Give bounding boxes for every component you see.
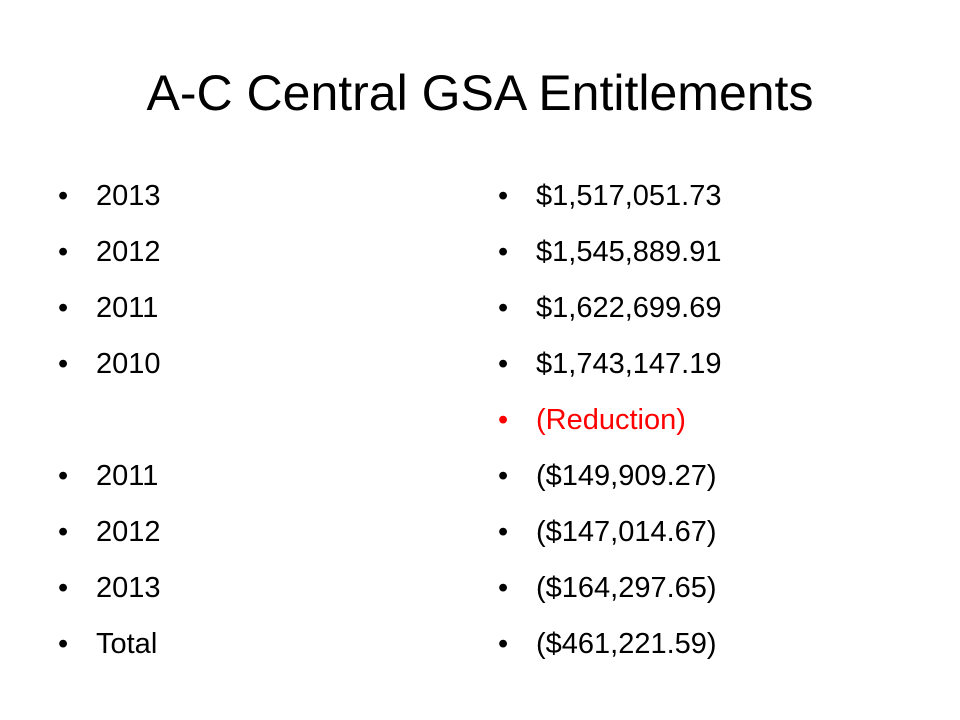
bullet-icon: • <box>498 404 509 436</box>
total-reduction-value: ($461,221.59) <box>536 628 717 660</box>
bullet-icon: • <box>498 236 509 268</box>
year-label: 2012 <box>96 516 161 548</box>
list-item: • 2011 <box>58 448 438 504</box>
year-label: 2012 <box>96 236 161 268</box>
bullet-icon: • <box>498 348 509 380</box>
list-spacer <box>58 392 438 448</box>
list-item: • $1,622,699.69 <box>498 280 918 336</box>
reduction-label: (Reduction) <box>536 404 686 436</box>
amount-value: $1,743,147.19 <box>536 348 722 380</box>
bullet-icon: • <box>498 180 509 212</box>
bullet-icon: • <box>58 516 69 548</box>
list-item: • ($164,297.65) <box>498 560 918 616</box>
list-item: • 2012 <box>58 504 438 560</box>
bullet-icon: • <box>498 460 509 492</box>
bullet-icon: • <box>58 628 69 660</box>
list-item: • 2013 <box>58 168 438 224</box>
bullet-icon: • <box>58 292 69 324</box>
bullet-icon: • <box>58 460 69 492</box>
bullet-icon: • <box>58 236 69 268</box>
year-list: • 2013 • 2012 • 2011 • 2010 • 2011 • 2012 • 201… <box>58 168 438 672</box>
bullet-icon: • <box>498 628 509 660</box>
list-item: • Total <box>58 616 438 672</box>
reduction-heading: • (Reduction) <box>498 392 918 448</box>
reduction-value: ($147,014.67) <box>536 516 717 548</box>
list-item: • 2013 <box>58 560 438 616</box>
list-item: • $1,743,147.19 <box>498 336 918 392</box>
list-item: • $1,545,889.91 <box>498 224 918 280</box>
list-item: • ($461,221.59) <box>498 616 918 672</box>
bullet-icon: • <box>498 292 509 324</box>
bullet-icon: • <box>498 572 509 604</box>
amount-value: $1,622,699.69 <box>536 292 722 324</box>
reduction-value: ($164,297.65) <box>536 572 717 604</box>
bullet-icon: • <box>58 348 69 380</box>
year-label: 2013 <box>96 180 161 212</box>
bullet-icon: • <box>58 180 69 212</box>
amount-value: $1,545,889.91 <box>536 236 722 268</box>
slide-title: A-C Central GSA Entitlements <box>146 65 814 121</box>
list-item: • 2011 <box>58 280 438 336</box>
bullet-icon: • <box>58 572 69 604</box>
amount-value: $1,517,051.73 <box>536 180 722 212</box>
list-item: • ($147,014.67) <box>498 504 918 560</box>
total-label: Total <box>96 628 158 660</box>
year-label: 2011 <box>96 292 159 324</box>
list-item: • 2012 <box>58 224 438 280</box>
year-label: 2011 <box>96 460 159 492</box>
bullet-icon: • <box>498 516 509 548</box>
list-item: • $1,517,051.73 <box>498 168 918 224</box>
amount-list: • $1,517,051.73 • $1,545,889.91 • $1,622,69… <box>498 168 918 672</box>
list-item: • ($149,909.27) <box>498 448 918 504</box>
list-item: • 2010 <box>58 336 438 392</box>
year-label: 2013 <box>96 572 161 604</box>
reduction-value: ($149,909.27) <box>536 460 717 492</box>
year-label: 2010 <box>96 348 161 380</box>
